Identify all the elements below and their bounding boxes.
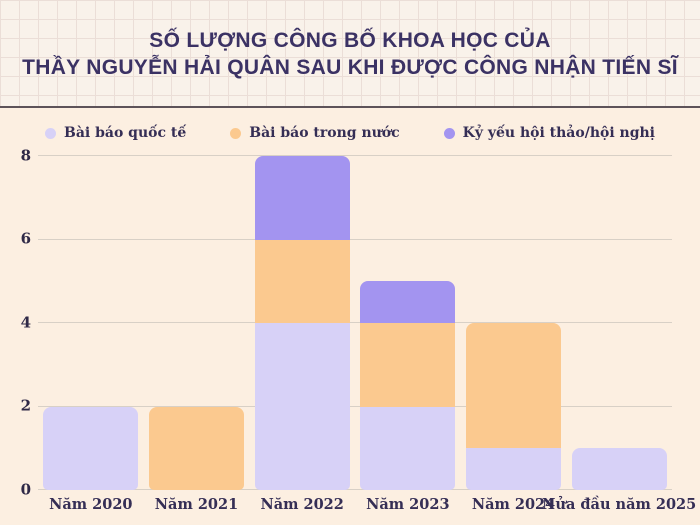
x-axis-label: Năm 2021 (154, 496, 239, 513)
chart-legend: Bài báo quốc tế Bài báo trong nước Kỷ yếu … (0, 122, 700, 144)
y-axis-tick-label: 6 (20, 229, 31, 248)
bar-segment (360, 406, 456, 490)
bar-column (461, 156, 567, 490)
chart-title-line2: THẦY NGUYỄN HẢI QUÂN SAU KHI ĐƯỢC CÔNG N… (22, 56, 678, 79)
chart-title-line1: SỐ LƯỢNG CÔNG BỐ KHOA HỌC CỦA (149, 29, 551, 52)
legend-label: Bài báo trong nước (249, 125, 400, 141)
x-axis-labels: Năm 2020 Năm 2021 Năm 2022 Năm 2023 Năm 2024… (38, 496, 696, 518)
x-axis-label: Năm 2023 (366, 496, 450, 513)
bar (148, 406, 245, 490)
x-axis-cell: Năm 2023 (355, 496, 461, 518)
x-axis-label: Năm 2024 (471, 496, 556, 513)
legend-label: Kỷ yếu hội thảo/hội nghị (462, 125, 655, 141)
legend-dot-icon (45, 127, 56, 139)
bar-segment (360, 281, 456, 323)
x-axis-label: Năm 2020 (49, 496, 133, 513)
gridline: 4 (21, 315, 672, 330)
bar-segment (571, 448, 667, 490)
bar-segment (360, 323, 456, 407)
bar (360, 281, 456, 490)
x-axis-cell: Năm 2021 (144, 496, 250, 518)
legend-label: Bài báo quốc tế (64, 125, 187, 141)
gridline: 8 (21, 148, 672, 163)
y-axis-tick-label: 0 (20, 480, 31, 498)
x-axis-cell: Năm 2020 (38, 496, 144, 518)
x-axis-label: Năm 2022 (260, 496, 344, 513)
y-axis-tick-label: 4 (20, 313, 31, 331)
x-axis-cell: Năm 2024 (461, 496, 567, 518)
bar-segment (43, 406, 139, 490)
y-axis-tick-label: 2 (20, 396, 31, 415)
bar-column (355, 156, 461, 490)
bar (571, 448, 667, 490)
legend-item: Kỷ yếu hội thảo/hội nghị (443, 125, 655, 141)
bar-column (144, 156, 250, 490)
gridline: 6 (21, 231, 672, 246)
chart-header: SỐ LƯỢNG CÔNG BỐ KHOA HỌC CỦA THẦY NGUYỄ… (0, 0, 700, 108)
bar-column (566, 156, 672, 490)
gridline: 0 (21, 482, 672, 497)
bar-segment (254, 323, 350, 490)
bar-column (38, 156, 144, 490)
x-axis-cell: Năm 2022 (249, 496, 355, 518)
plot-area: 0 2 4 6 8 (21, 148, 672, 497)
bar (43, 406, 139, 490)
x-axis-label: Nửa đầu năm 2025 (542, 496, 697, 513)
legend-item: Bài báo quốc tế (45, 125, 186, 141)
legend-dot-icon (230, 127, 242, 139)
bar (254, 156, 350, 490)
bar-segment (254, 156, 350, 240)
bar (465, 323, 562, 490)
legend-item: Bài báo trong nước (230, 125, 400, 141)
bars-row (38, 156, 672, 490)
legend-dot-icon (443, 127, 455, 139)
bar-segment (465, 448, 562, 490)
bar-segment (148, 406, 245, 490)
y-axis-tick-label: 8 (20, 146, 31, 164)
bar-segment (465, 323, 562, 449)
x-axis-cell: Nửa đầu năm 2025 (542, 496, 696, 518)
bar-segment (254, 239, 350, 323)
gridline: 2 (21, 398, 672, 413)
bar-column (249, 156, 355, 490)
